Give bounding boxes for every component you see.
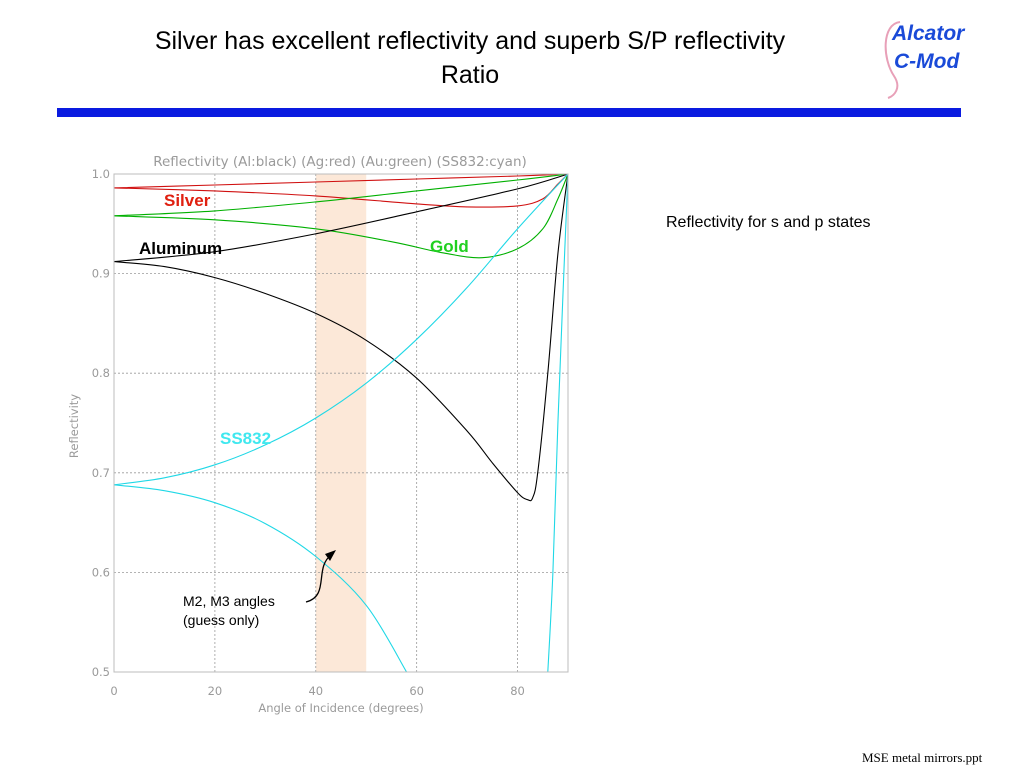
slide-title: Silver has excellent reflectivity and su… <box>80 24 860 92</box>
slide-title-line2: Ratio <box>440 61 500 89</box>
side-note: Reflectivity for s and p states <box>666 214 871 231</box>
angles-annotation: M2, M3 angles (guess only) <box>183 592 275 630</box>
x-tick-label: 0 <box>110 684 117 698</box>
annotation-arrow <box>305 554 332 603</box>
footer-filename: MSE metal mirrors.ppt <box>862 750 983 765</box>
chart-y-axis-label: Reflectivity <box>67 394 81 458</box>
title-divider-bar <box>57 108 961 117</box>
annotation-line1: M2, M3 angles <box>183 593 275 609</box>
x-tick-label: 40 <box>308 684 323 698</box>
annotation-arrowhead <box>325 550 336 561</box>
y-tick-label: 0.5 <box>92 665 110 679</box>
curve-label-ss832: SS832 <box>220 429 272 448</box>
y-tick-label: 0.6 <box>92 565 110 579</box>
x-tick-label: 80 <box>510 684 525 698</box>
highlight-band <box>315 174 367 672</box>
curve-label-gold: Gold <box>430 237 469 256</box>
chart-x-axis-label: Angle of Incidence (degrees) <box>258 701 423 715</box>
chart-ticks: 0 20 40 60 80 0.5 0.6 0.7 0.8 0.9 1.0 <box>92 167 525 698</box>
series-line-4 <box>113 173 569 263</box>
series-line-6 <box>113 173 569 486</box>
curve-label-silver: Silver <box>164 191 211 210</box>
alcator-logo: Alcator C-Mod <box>884 21 966 99</box>
series-line-0 <box>113 173 569 189</box>
x-tick-label: 60 <box>409 684 424 698</box>
y-tick-label: 0.9 <box>92 267 110 281</box>
y-tick-label: 0.8 <box>92 366 110 380</box>
series-line-8 <box>547 173 569 673</box>
chart-title: Reflectivity (Al:black) (Ag:red) (Au:gre… <box>153 154 527 170</box>
series-line-5 <box>113 173 569 502</box>
y-tick-label: 0.7 <box>92 466 110 480</box>
plot-frame <box>113 173 569 673</box>
y-tick-label: 1.0 <box>92 167 110 181</box>
curve-label-aluminum: Aluminum <box>139 239 223 258</box>
logo-text-line1: Alcator <box>891 22 966 45</box>
x-tick-label: 20 <box>208 684 223 698</box>
logo-text-line2: C-Mod <box>894 50 960 73</box>
annotation-line2: (guess only) <box>183 612 260 628</box>
slide-title-line1: Silver has excellent reflectivity and su… <box>154 27 786 55</box>
chart-curves <box>113 173 569 673</box>
series-line-7 <box>113 484 408 673</box>
series-line-3 <box>113 173 569 259</box>
series-line-2 <box>113 173 569 217</box>
logo-ribbon-icon <box>884 21 901 99</box>
